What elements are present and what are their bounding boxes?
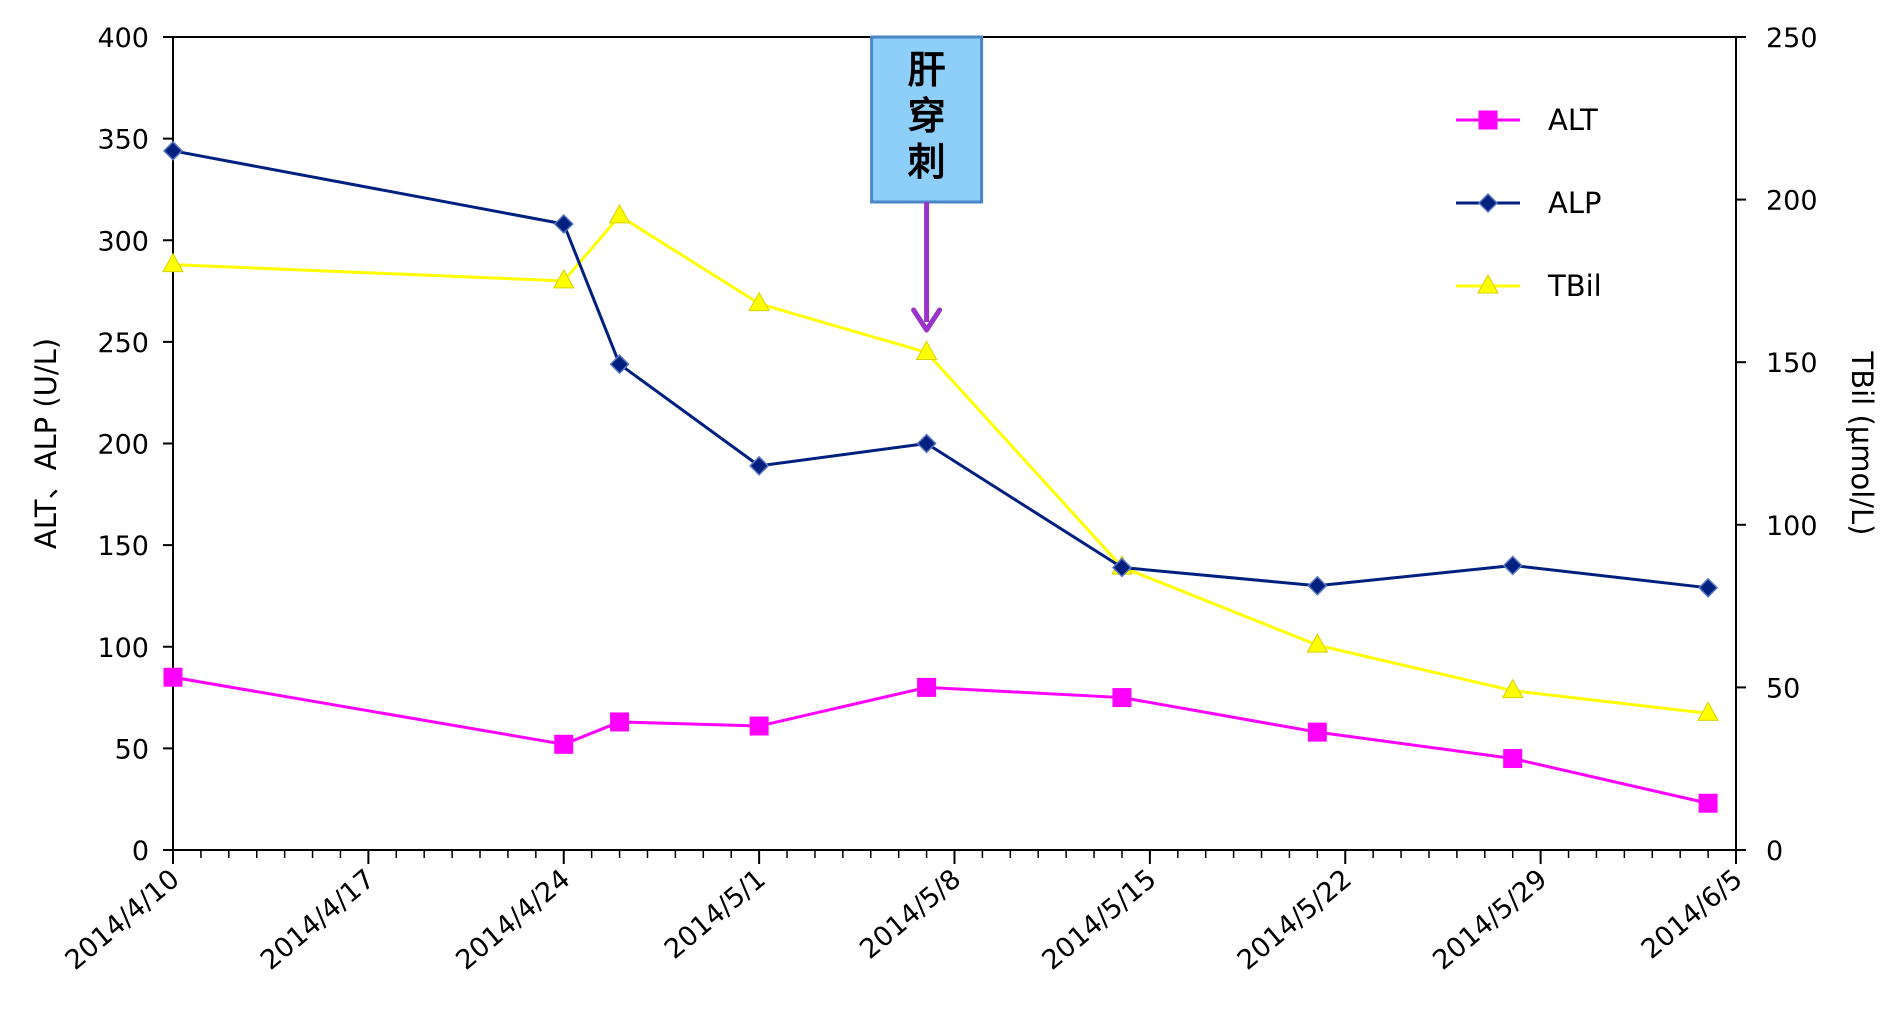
data-point-alt xyxy=(610,712,630,732)
legend-label: TBil xyxy=(1547,269,1602,303)
series-alt xyxy=(163,667,1718,813)
legend-swatch-marker xyxy=(1477,273,1499,294)
left-tick-label: 200 xyxy=(97,430,149,461)
left-axis-title: ALT、ALP (U/L) xyxy=(29,338,63,549)
annotation-char: 刺 xyxy=(908,140,946,184)
data-point-alp xyxy=(749,455,770,476)
data-point-tbil xyxy=(552,268,575,289)
right-tick-label: 200 xyxy=(1766,186,1818,217)
right-y-axis: 0 50 100 150 200 250 xyxy=(1736,23,1818,867)
series-line-alt xyxy=(172,675,1709,805)
x-tick-label: 2014/5/15 xyxy=(1036,864,1162,977)
legend-item-tbil: TBil xyxy=(1456,269,1602,303)
data-point-tbil xyxy=(1306,633,1329,653)
data-point-alp xyxy=(1698,577,1719,598)
annotation-char: 肝 xyxy=(908,48,946,92)
data-point-alt xyxy=(1698,793,1718,813)
annotation-box xyxy=(870,35,984,204)
left-tick-label: 350 xyxy=(97,125,149,156)
data-point-alp xyxy=(1307,575,1328,596)
right-tick-label: 250 xyxy=(1766,23,1818,54)
x-tick-label: 2014/5/8 xyxy=(854,864,967,966)
data-point-alp xyxy=(916,433,937,454)
data-point-alt xyxy=(1112,688,1132,708)
right-tick-label: 150 xyxy=(1766,348,1818,379)
x-tick-label: 2014/5/22 xyxy=(1232,864,1358,977)
x-tick-label: 2014/6/5 xyxy=(1636,864,1749,966)
x-axis: 2014/4/10 2014/4/17 2014/4/24 2014/5/1 2014/… xyxy=(60,850,1749,977)
legend-label: ALT xyxy=(1548,103,1598,137)
right-tick-label: 100 xyxy=(1766,511,1818,542)
data-point-alt xyxy=(163,667,183,687)
left-tick-label: 300 xyxy=(97,226,149,257)
series-alp xyxy=(162,140,1719,598)
data-point-alt xyxy=(917,677,937,697)
left-tick-label: 50 xyxy=(115,734,149,765)
data-point-tbil xyxy=(748,291,770,312)
left-tick-label: 250 xyxy=(97,328,149,359)
right-tick-label: 50 xyxy=(1766,673,1800,704)
legend: ALT ALP TBil xyxy=(1456,103,1602,303)
data-point-tbil xyxy=(1697,701,1719,721)
legend-label: ALP xyxy=(1548,186,1601,220)
series-line-tbil xyxy=(172,214,1709,715)
data-point-alp xyxy=(1502,555,1523,576)
annotation-char: 穿 xyxy=(908,94,946,138)
right-tick-label: 0 xyxy=(1766,836,1783,867)
legend-item-alt: ALT xyxy=(1456,103,1598,137)
left-tick-label: 400 xyxy=(97,23,149,54)
data-point-alt xyxy=(1503,749,1523,769)
annotation-arrow-head xyxy=(911,307,943,333)
data-point-tbil xyxy=(915,340,938,360)
legend-swatch-marker xyxy=(1478,110,1498,130)
left-tick-label: 100 xyxy=(97,633,149,664)
data-point-alp xyxy=(553,213,574,235)
data-point-alp xyxy=(162,140,184,161)
x-tick-label: 2014/5/29 xyxy=(1427,864,1553,977)
legend-swatch-marker xyxy=(1477,192,1499,214)
data-point-tbil xyxy=(162,252,184,273)
left-tick-label: 0 xyxy=(132,836,149,867)
x-tick-label: 2014/4/17 xyxy=(255,864,381,977)
data-point-tbil xyxy=(1501,678,1524,699)
data-point-alp xyxy=(1111,557,1133,578)
data-point-alt xyxy=(749,716,769,736)
left-tick-label: 150 xyxy=(97,531,149,562)
x-tick-label: 2014/5/1 xyxy=(659,864,772,966)
data-point-tbil xyxy=(608,203,631,224)
annotation-liver-biopsy: 肝穿刺 xyxy=(870,35,984,333)
x-tick-label: 2014/4/24 xyxy=(450,864,576,977)
left-y-axis: 0 50 100 150 200 250 300 350 400 xyxy=(97,23,173,867)
data-point-alt xyxy=(1307,722,1327,742)
data-point-alp xyxy=(609,354,630,375)
series-layer xyxy=(162,140,1719,813)
x-tick-label: 2014/4/10 xyxy=(60,864,186,977)
right-axis-title: TBil (μmol/L) xyxy=(1845,351,1879,536)
legend-item-alp: ALP xyxy=(1456,186,1601,220)
annotation-layer: 肝穿刺 xyxy=(870,35,984,333)
data-point-alt xyxy=(554,734,574,754)
